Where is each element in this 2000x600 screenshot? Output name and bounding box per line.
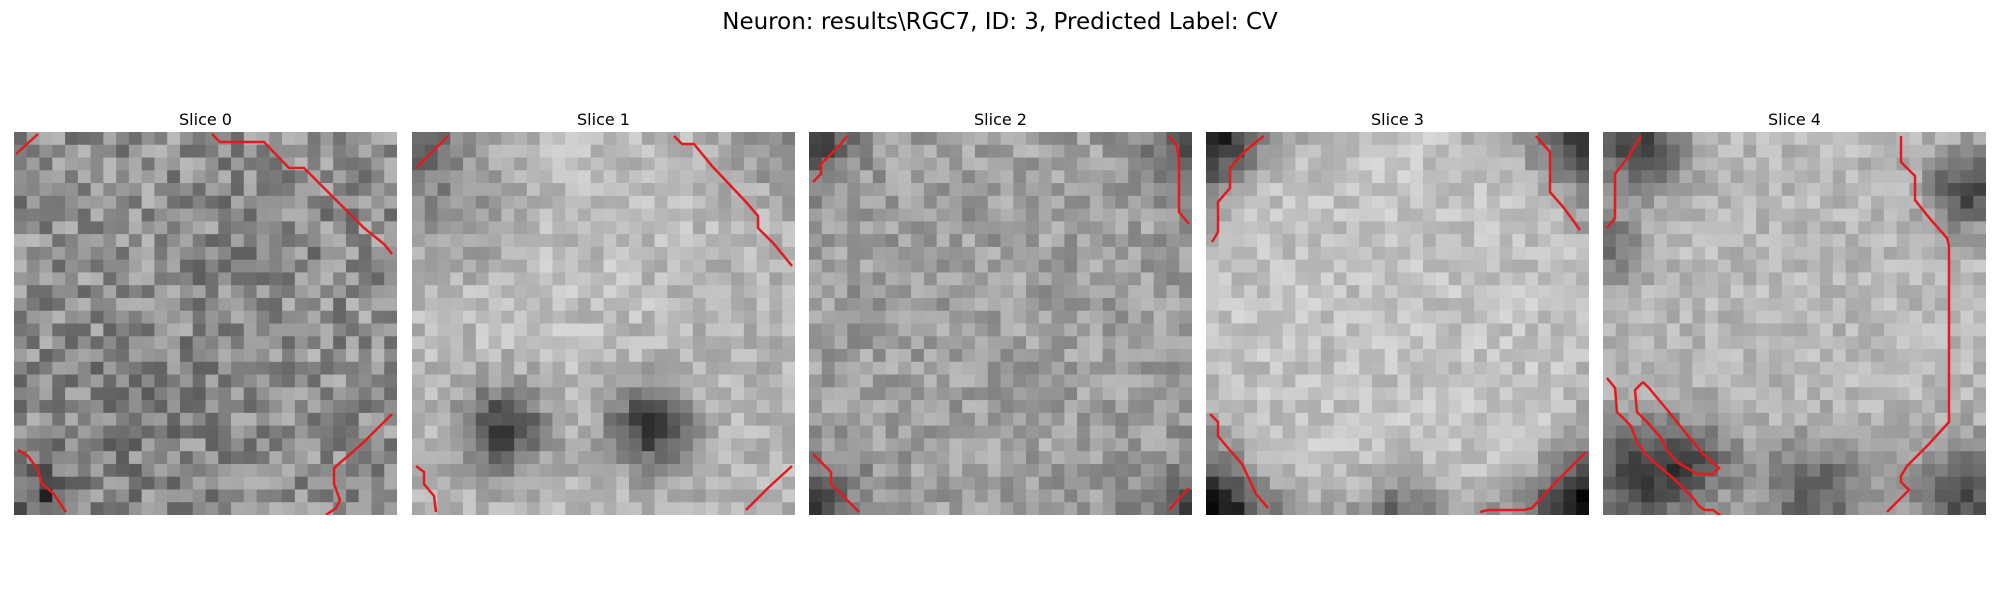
slice-title: Slice 2 bbox=[974, 110, 1027, 129]
contour-line bbox=[1210, 135, 1265, 243]
contour-line bbox=[1479, 451, 1587, 514]
slice-title: Slice 1 bbox=[577, 110, 630, 129]
contour-line bbox=[415, 465, 438, 513]
contour-overlay bbox=[15, 133, 393, 515]
contour-line bbox=[1606, 377, 1722, 515]
contour-line bbox=[211, 133, 393, 255]
contour-line bbox=[415, 135, 449, 169]
contour-line bbox=[1168, 487, 1190, 511]
contour-line bbox=[325, 413, 393, 515]
contour-overlay bbox=[415, 135, 793, 513]
contour-line bbox=[673, 135, 793, 267]
pixel-grid bbox=[412, 132, 795, 515]
contour-overlay bbox=[1206, 132, 1589, 515]
slice-panel-4: Slice 4 bbox=[1603, 110, 1986, 515]
slice-panel-1: Slice 1 bbox=[412, 110, 795, 515]
contour-line bbox=[812, 453, 860, 513]
contour-overlay bbox=[1606, 135, 1951, 515]
pixel-grid bbox=[1206, 132, 1589, 515]
contour-line bbox=[1606, 135, 1643, 229]
figure-title: Neuron: results\RGC7, ID: 3, Predicted L… bbox=[722, 9, 1278, 35]
contour-overlay-lines bbox=[1209, 135, 1587, 514]
contour-line bbox=[1168, 135, 1190, 225]
contour-overlay bbox=[812, 135, 1190, 513]
contour-line bbox=[1633, 381, 1721, 476]
contour-line bbox=[1886, 136, 1951, 513]
slice-title: Slice 3 bbox=[1371, 110, 1424, 129]
contour-line bbox=[15, 133, 39, 155]
contour-line bbox=[17, 448, 68, 513]
slice-panel-0: Slice 0 bbox=[14, 110, 397, 515]
slice-title: Slice 0 bbox=[179, 110, 232, 129]
slice-title: Slice 4 bbox=[1768, 110, 1821, 129]
slice-panel-3: Slice 3 bbox=[1206, 110, 1589, 515]
contour-line bbox=[1535, 135, 1582, 231]
slice-panel-2: Slice 2 bbox=[809, 110, 1192, 515]
contour-line bbox=[812, 135, 848, 183]
contour-line bbox=[745, 465, 793, 511]
slice-image bbox=[412, 132, 795, 515]
contour-line bbox=[1209, 413, 1269, 509]
